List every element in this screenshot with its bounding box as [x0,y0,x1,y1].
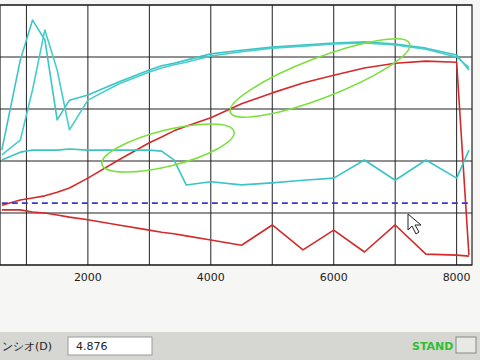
y-grid-line [0,109,472,110]
status-text: 4.876 [76,340,108,353]
chart: 2000 4000 6000 8000 ンシオ(D) 4.876 STAND [0,0,480,360]
status-bar [0,332,480,360]
series-line [2,210,469,256]
grid [0,5,472,265]
highlight-ellipse [98,114,239,182]
series-line [2,149,469,185]
x-tick-label: 6000 [320,271,348,284]
status-text: STAND [412,340,453,353]
button[interactable] [456,337,476,353]
series-line [2,20,469,150]
plot-area [0,5,472,265]
value-field [68,337,152,355]
x-grid-line [87,5,88,265]
y-grid-line [0,161,472,162]
page: 2000 4000 6000 8000 ンシオ(D) 4.876 STAND [0,0,480,360]
x-tick-label: 8000 [443,271,471,284]
cursor [408,214,421,234]
x-tick-label: 2000 [74,271,102,284]
x-grid-line [210,5,211,265]
series-line [2,30,469,155]
status-text: ンシオ(D) [2,340,52,353]
plot-frame [0,5,472,265]
x-minor-grid-line [26,5,27,265]
series-line [2,202,469,204]
series-group [2,20,469,256]
y-grid-line [0,213,472,214]
highlight-ellipse [223,25,417,131]
background [0,0,480,360]
x-tick-label: 4000 [197,271,225,284]
series-line [2,61,469,255]
x-grid-line [456,5,457,265]
